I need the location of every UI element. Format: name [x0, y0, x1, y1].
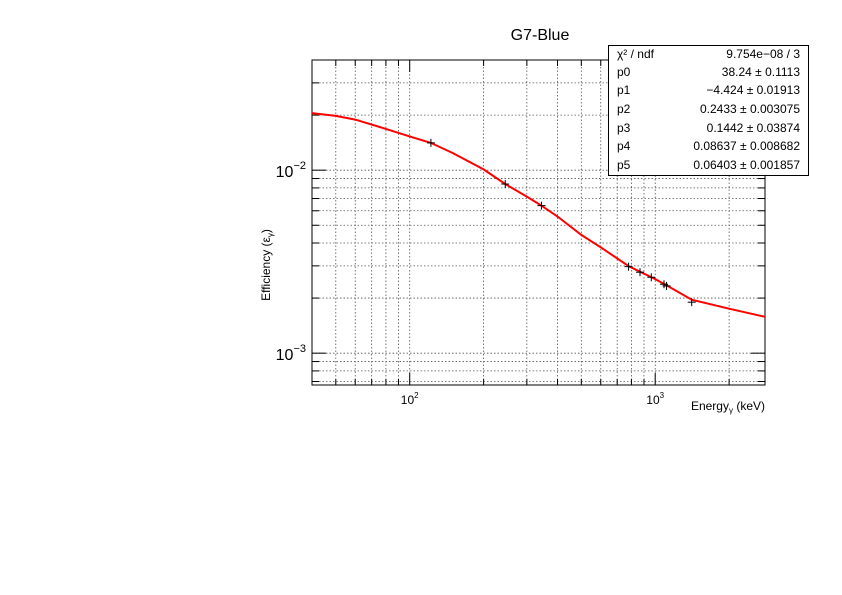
- stats-name: p3: [617, 121, 631, 135]
- stats-row-chi2: χ² / ndf 9.754e−08 / 3: [609, 46, 808, 64]
- stats-name: p4: [617, 139, 631, 153]
- stats-row-p0: p0 38.24 ± 0.1113: [609, 64, 808, 82]
- y-tick-label: 10−2: [276, 160, 306, 181]
- stats-name: p1: [617, 83, 631, 97]
- stats-value: 0.06403 ± 0.001857: [693, 158, 800, 172]
- stats-value: 0.08637 ± 0.008682: [693, 139, 800, 153]
- data-point: [501, 180, 510, 189]
- fit-stats-box: χ² / ndf 9.754e−08 / 3 p0 38.24 ± 0.1113…: [608, 45, 809, 176]
- stats-value: 38.24 ± 0.1113: [721, 65, 800, 79]
- stats-value: 0.2433 ± 0.003075: [699, 102, 800, 116]
- data-point: [647, 273, 656, 282]
- y-tick-label: 10−3: [276, 343, 306, 364]
- data-points: [426, 138, 696, 307]
- stats-value: 0.1442 ± 0.03874: [706, 121, 800, 135]
- stats-name: p0: [617, 65, 631, 79]
- stats-row-p5: p5 0.06403 ± 0.001857: [609, 157, 808, 175]
- data-point: [687, 298, 696, 307]
- stats-row-p4: p4 0.08637 ± 0.008682: [609, 138, 808, 156]
- chart-title: G7-Blue: [511, 27, 570, 44]
- data-point: [662, 281, 671, 290]
- stats-name: p2: [617, 102, 631, 116]
- x-tick-label: 103: [646, 391, 664, 407]
- data-point: [624, 262, 633, 271]
- plot-frame: [311, 59, 766, 386]
- x-axis-label: Energyγ (keV): [691, 399, 765, 415]
- stats-row-p3: p3 0.1442 ± 0.03874: [609, 120, 808, 138]
- data-point: [635, 268, 644, 277]
- stats-value: 9.754e−08 / 3: [726, 47, 800, 61]
- stats-name: p5: [617, 158, 631, 172]
- stats-row-p1: p1 −4.424 ± 0.01913: [609, 82, 808, 100]
- stats-name: χ² / ndf: [617, 47, 654, 61]
- stats-value: −4.424 ± 0.01913: [706, 83, 800, 97]
- data-point: [426, 138, 435, 147]
- tick-labels: 102 103 10−2 10−3: [276, 160, 665, 407]
- grid-lines: [311, 59, 765, 385]
- x-tick-label: 102: [401, 391, 419, 407]
- data-point: [537, 201, 546, 210]
- y-axis-label: Efficiency (εγ): [259, 229, 275, 301]
- stats-row-p2: p2 0.2433 ± 0.003075: [609, 101, 808, 119]
